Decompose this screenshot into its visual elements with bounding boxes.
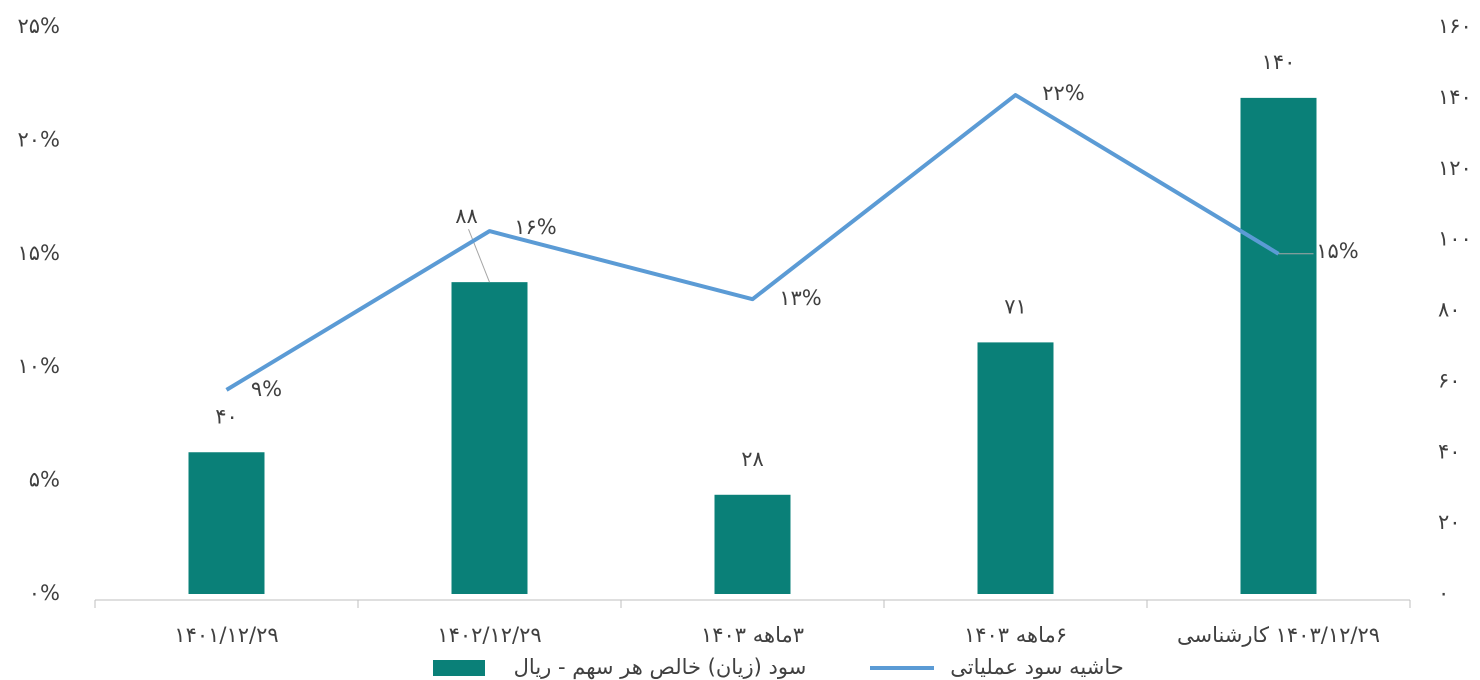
x-tick-label: ۱۴۰۱/۱۲/۲۹ [174, 623, 278, 647]
bar-label: ۸۸ [455, 204, 478, 228]
y-tick-label: ۲۵% [17, 14, 60, 38]
x-tick-label: ۶ماهه ۱۴۰۳ [964, 623, 1067, 647]
bar [714, 494, 791, 594]
y-tick-label: ۵% [29, 468, 60, 492]
leader-line [468, 228, 490, 283]
bar [188, 452, 265, 594]
x-tick-label: ۳ماهه ۱۴۰۳ [701, 623, 804, 647]
line-label: ۹% [251, 377, 282, 401]
y-tick-label: ۱۰% [17, 354, 60, 378]
legend-swatch [433, 660, 485, 676]
y-tick-label: ۰% [29, 581, 60, 605]
y2-tick-label: ۴۰ [1438, 439, 1461, 463]
line-label: ۱۶% [514, 215, 557, 239]
y2-tick-label: ۰ [1438, 581, 1449, 605]
legend-label: حاشیه سود عملیاتی [950, 655, 1123, 679]
bar-label: ۷۱ [1004, 294, 1027, 318]
bar-label: ۴۰ [215, 404, 238, 428]
x-tick-label: ۱۴۰۲/۱۲/۲۹ [437, 623, 541, 647]
y2-tick-label: ۶۰ [1438, 368, 1461, 392]
y2-tick-label: ۱۶۰ [1438, 14, 1472, 38]
bar [1240, 97, 1317, 594]
y2-tick-label: ۱۴۰ [1438, 85, 1472, 109]
y-tick-label: ۱۵% [17, 241, 60, 265]
line-label: ۱۳% [779, 286, 822, 310]
y2-tick-label: ۲۰ [1438, 510, 1461, 534]
line-label: ۲۲% [1042, 81, 1085, 105]
bar [977, 342, 1054, 594]
y2-tick-label: ۸۰ [1438, 298, 1461, 322]
line [225, 93, 1280, 392]
bar-label: ۱۴۰ [1262, 50, 1296, 74]
legend-label: سود (زیان) خالص هر سهم - ریال [514, 655, 807, 680]
x-tick-label: ۱۴۰۳/۱۲/۲۹ کارشناسی [1177, 623, 1380, 647]
y-tick-label: ۲۰% [17, 127, 60, 151]
y2-tick-label: ۱۰۰ [1438, 227, 1472, 251]
bar-label: ۲۸ [741, 447, 764, 471]
y2-tick-label: ۱۲۰ [1438, 156, 1472, 180]
bar [451, 282, 528, 594]
line-label: ۱۵% [1316, 239, 1359, 263]
